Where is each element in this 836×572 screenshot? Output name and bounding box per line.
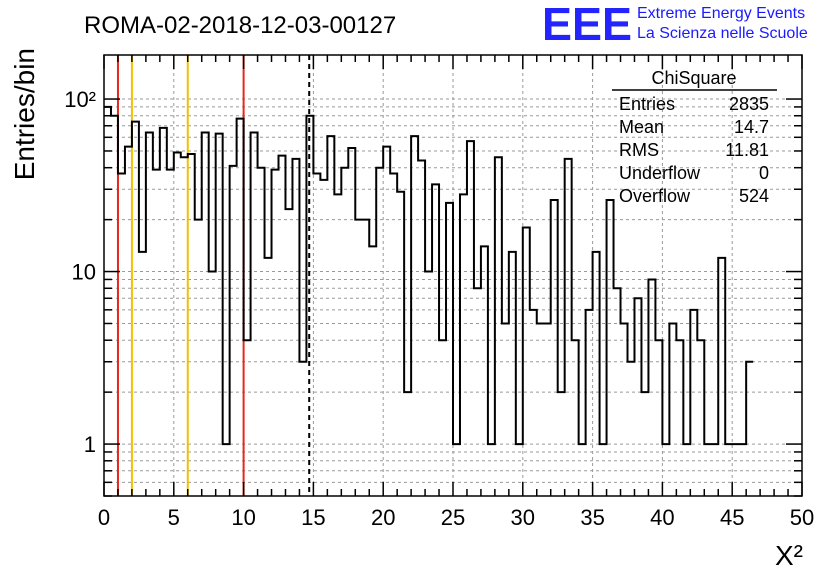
x-axis-title: X² [775, 540, 803, 571]
x-tick-label: 35 [580, 505, 604, 530]
logo-line1: Extreme Energy Events [637, 5, 805, 22]
marker-lines [116, 55, 311, 496]
x-tick-label: 0 [98, 505, 110, 530]
stats-box: ChiSquare Entries 2835 Mean 14.7 RMS 11.81 Und… [612, 68, 777, 206]
x-tick-label: 50 [790, 505, 814, 530]
stats-value: 14.7 [734, 117, 769, 137]
x-tick-label: 15 [301, 505, 325, 530]
histogram-series [104, 105, 754, 446]
stats-rows: Entries 2835 Mean 14.7 RMS 11.81 Underflow 0 Ove… [619, 94, 769, 206]
x-tick-label: 25 [441, 505, 465, 530]
stats-label: Underflow [619, 163, 701, 183]
stats-label: Mean [619, 117, 664, 137]
eee-logo: EEE Extreme Energy Events La Scienza nel… [542, 0, 808, 50]
axis-ticks [103, 55, 803, 497]
tick-labels: 0 5 10 15 20 25 30 35 40 45 50 1 10 10² [64, 87, 814, 530]
stats-label: Overflow [619, 186, 691, 206]
logo-mark: EEE [542, 0, 632, 50]
x-tick-label: 40 [650, 505, 674, 530]
x-tick-label: 5 [168, 505, 180, 530]
logo-line2: La Scienza nelle Scuole [637, 25, 808, 42]
x-tick-label: 45 [720, 505, 744, 530]
x-tick-label: 30 [511, 505, 535, 530]
chart-title: ROMA-02-2018-12-03-00127 [84, 12, 396, 39]
x-tick-label: 20 [371, 505, 395, 530]
stats-label: Entries [619, 94, 675, 114]
stats-value: 0 [759, 163, 769, 183]
stats-label: RMS [619, 140, 659, 160]
y-axis-title: Entries/bin [9, 48, 40, 180]
y-tick-label: 10 [72, 260, 96, 285]
y-tick-label: 10² [64, 87, 96, 112]
stats-value: 524 [739, 186, 769, 206]
stats-value: 2835 [729, 94, 769, 114]
stats-value: 11.81 [725, 140, 769, 160]
stats-title: ChiSquare [651, 68, 736, 88]
x-tick-label: 10 [231, 505, 255, 530]
y-tick-label: 1 [84, 432, 96, 457]
